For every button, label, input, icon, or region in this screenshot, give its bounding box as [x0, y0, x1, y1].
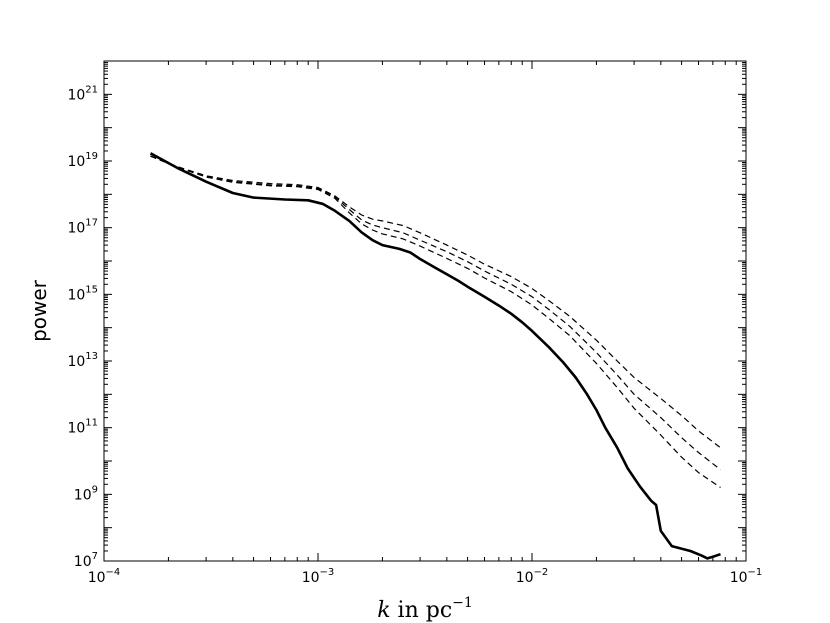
- x-tick-label: 10−2: [516, 567, 549, 586]
- y-tick-label: 1011: [67, 418, 98, 437]
- y-tick-label: 1015: [67, 284, 98, 303]
- tick-label-layer: 10−4 10−3 10−2 10−1 107 109 1011 1013 1015 1017 10…: [67, 84, 762, 586]
- series-layer: [149, 152, 721, 560]
- x-tick-label: 10−4: [88, 567, 121, 586]
- plot-background: [104, 61, 746, 561]
- y-tick-label: 1021: [67, 84, 98, 103]
- plot-frame: [103, 60, 747, 562]
- x-tick-label: 10−3: [302, 567, 335, 586]
- y-axis-label: power: [27, 279, 51, 342]
- y-tick-label: 1019: [67, 151, 98, 170]
- y-tick-label: 1013: [67, 351, 98, 370]
- x-axis-label-exponent: −1: [452, 595, 473, 611]
- x-axis-label-variable: k: [377, 598, 390, 623]
- y-tick-label: 107: [74, 551, 98, 570]
- tick-layer: [103, 60, 747, 562]
- series-line-dashed-2: [150, 155, 721, 471]
- x-axis-label-unit: in pc: [391, 598, 453, 623]
- y-tick-label: 109: [74, 484, 98, 503]
- series-line-dashed-1: [150, 155, 721, 449]
- x-axis-label: k in pc−1: [377, 595, 473, 623]
- y-tick-label: 1017: [67, 218, 98, 237]
- x-tick-label: 10−1: [730, 567, 763, 586]
- series-line-solid: [149, 152, 721, 560]
- series-line-dashed-3: [150, 155, 721, 488]
